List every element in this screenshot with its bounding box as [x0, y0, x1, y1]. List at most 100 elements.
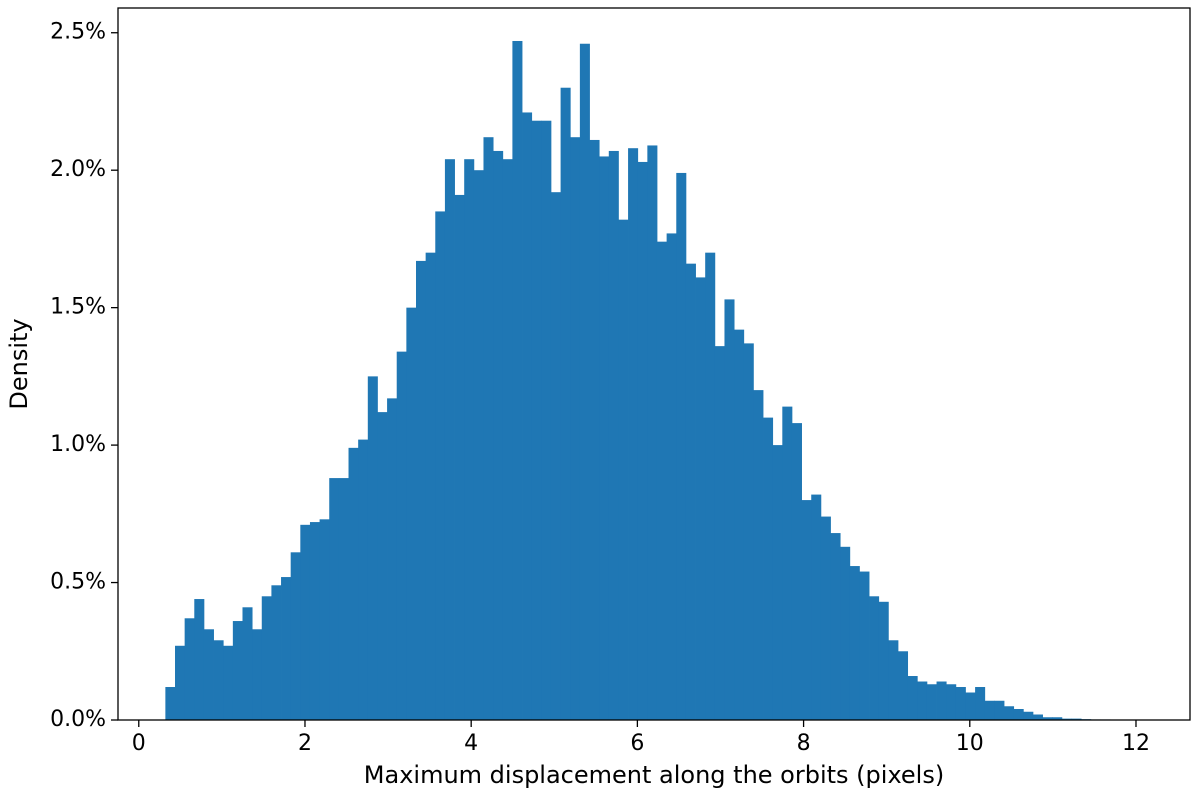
bar: [763, 417, 774, 720]
bar: [599, 156, 610, 720]
bar: [840, 546, 851, 720]
bar: [907, 676, 918, 720]
bar: [859, 571, 870, 720]
y-tick-label: 1.5%: [50, 295, 106, 320]
bar: [1052, 717, 1063, 720]
bar: [425, 252, 436, 720]
bar: [290, 552, 301, 720]
y-tick-label: 2.5%: [50, 20, 106, 45]
bar: [830, 533, 841, 720]
bar: [338, 478, 349, 720]
bar: [628, 148, 639, 720]
bar: [223, 645, 234, 720]
plot-frame: [117, 7, 1191, 721]
bar: [444, 159, 455, 721]
bar: [175, 645, 186, 720]
bar: [685, 263, 696, 720]
bar: [415, 260, 427, 720]
bar: [994, 700, 1005, 720]
bar: [213, 640, 224, 720]
bar: [849, 566, 860, 720]
bar: [550, 192, 561, 721]
bar: [184, 618, 195, 720]
bar: [1004, 706, 1015, 720]
bar: [1042, 717, 1053, 720]
bar: [473, 170, 484, 720]
bar: [493, 150, 504, 720]
bar: [869, 596, 880, 720]
bar: [522, 112, 533, 720]
bar: [984, 700, 995, 720]
bar: [637, 161, 648, 721]
x-tick-label: 8: [797, 731, 811, 756]
bar: [300, 524, 311, 720]
x-tick-label: 0: [132, 731, 146, 756]
bar: [194, 599, 205, 720]
bar: [512, 40, 523, 721]
bar: [608, 150, 619, 720]
bar: [705, 252, 716, 720]
y-tick-label: 0.0%: [50, 707, 106, 732]
bar: [454, 194, 465, 721]
bar: [676, 172, 687, 720]
bar: [358, 439, 369, 720]
y-tick-label: 2.0%: [50, 157, 106, 182]
bar: [309, 522, 321, 720]
bar: [319, 519, 330, 720]
bar: [734, 329, 745, 720]
bar: [695, 277, 706, 720]
y-tick-label: 0.5%: [50, 570, 106, 595]
bar: [252, 629, 263, 720]
x-tick-label: 12: [1122, 731, 1150, 756]
bar: [753, 390, 764, 720]
bar: [271, 585, 282, 720]
bar: [348, 447, 359, 720]
y-axis-label: Density: [5, 318, 33, 409]
bar: [406, 307, 417, 720]
bar: [242, 607, 253, 720]
bar: [502, 159, 513, 721]
bar: [965, 692, 976, 720]
bar: [232, 621, 243, 720]
bar: [714, 346, 725, 720]
bar: [483, 137, 494, 720]
bar: [647, 145, 658, 721]
bar: [1013, 709, 1024, 720]
bar: [165, 687, 176, 720]
bar: [955, 687, 966, 720]
bar: [926, 684, 937, 720]
bar: [531, 120, 542, 720]
x-tick-label: 2: [298, 731, 312, 756]
x-tick-label: 4: [464, 731, 478, 756]
bar: [464, 159, 475, 721]
bar: [946, 684, 957, 720]
bar: [1023, 711, 1034, 720]
bar: [1032, 714, 1043, 720]
bar: [377, 412, 388, 720]
bar: [1061, 718, 1072, 720]
bar: [541, 120, 552, 720]
bar: [666, 233, 677, 721]
bar: [743, 343, 754, 720]
bar: [656, 241, 668, 720]
bar: [724, 299, 735, 720]
bar: [261, 596, 272, 720]
bar: [203, 629, 214, 720]
bar: [570, 137, 581, 720]
bar: [589, 139, 600, 720]
bar: [435, 211, 446, 720]
bar: [396, 351, 407, 720]
bar: [772, 445, 783, 720]
bar: [387, 398, 398, 720]
y-tick-label: 1.0%: [50, 432, 106, 457]
bar: [560, 87, 571, 721]
bar: [329, 478, 340, 720]
bar: [801, 500, 812, 720]
bar: [579, 43, 590, 721]
bar: [811, 494, 822, 720]
x-tick-label: 10: [956, 731, 984, 756]
bar: [791, 423, 802, 720]
bar: [888, 640, 899, 720]
bar: [618, 219, 629, 721]
x-axis-label: Maximum displacement along the orbits (p…: [364, 761, 944, 789]
